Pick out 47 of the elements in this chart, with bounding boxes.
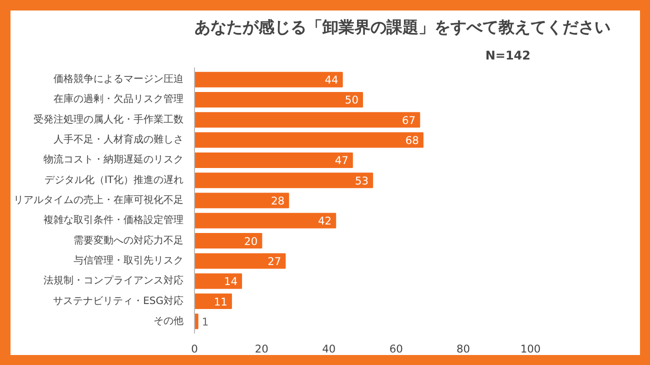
y-tick-label: 複雑な取引条件・価格設定管理 xyxy=(44,214,184,226)
y-tick-label: デジタル化（IT化）推進の遅れ xyxy=(44,174,184,186)
y-tick-label: リアルタイムの売上・在庫可視化不足 xyxy=(14,194,184,206)
bar xyxy=(194,172,374,188)
bar xyxy=(194,253,286,269)
data-label: 27 xyxy=(268,254,282,268)
data-label: 44 xyxy=(324,74,339,87)
data-label: 53 xyxy=(354,174,369,188)
bar xyxy=(194,72,343,88)
x-tick-label: 100 xyxy=(520,342,541,356)
x-tick-label: 80 xyxy=(456,342,470,356)
data-label: 14 xyxy=(224,275,238,288)
data-label: 28 xyxy=(270,194,285,208)
x-tick-label: 20 xyxy=(254,342,269,356)
data-label: 50 xyxy=(344,94,359,107)
y-tick-label: 物流コスト・納期遅延のリスク xyxy=(44,154,184,166)
y-tick-label: 与信管理・取引先リスク xyxy=(74,254,184,266)
bar xyxy=(194,152,353,168)
bar xyxy=(194,314,198,330)
bar xyxy=(194,92,363,108)
y-tick-label: 価格競争によるマージン圧迫 xyxy=(54,73,184,86)
bar xyxy=(194,192,290,208)
y-tick-label: その他 xyxy=(154,314,184,327)
y-tick-label: 法規制・コンプライアンス対応 xyxy=(44,274,184,287)
y-tick-label: 受発注処理の属人化・手作業工数 xyxy=(34,113,184,126)
y-tick-label: サステナビリティ・ESG対応 xyxy=(53,294,184,307)
bar xyxy=(194,233,262,249)
data-label: 68 xyxy=(405,134,420,148)
data-label: 42 xyxy=(318,214,332,228)
x-tick-label: 60 xyxy=(389,342,404,356)
data-label: 67 xyxy=(402,114,416,127)
chart-title: あなたが感じる「卸業界の課題」をすべて教えてください xyxy=(194,18,610,36)
data-label: 47 xyxy=(334,154,348,168)
x-tick-label: 0 xyxy=(191,342,198,356)
bar xyxy=(194,273,242,289)
bar xyxy=(194,132,424,148)
x-tick-label: 40 xyxy=(322,342,336,356)
bar xyxy=(194,294,232,310)
y-tick-label: 在庫の過剰・欠品リスク管理 xyxy=(54,93,184,106)
y-tick-label: 人手不足・人材育成の難しさ xyxy=(54,134,184,146)
data-label: 11 xyxy=(214,295,228,308)
bar xyxy=(194,112,420,128)
data-label: 20 xyxy=(244,234,258,248)
data-label: 1 xyxy=(202,315,209,328)
bar xyxy=(194,212,336,228)
text: N=142 xyxy=(485,48,531,62)
y-tick-label: 需要変動への対応力不足 xyxy=(74,234,184,246)
